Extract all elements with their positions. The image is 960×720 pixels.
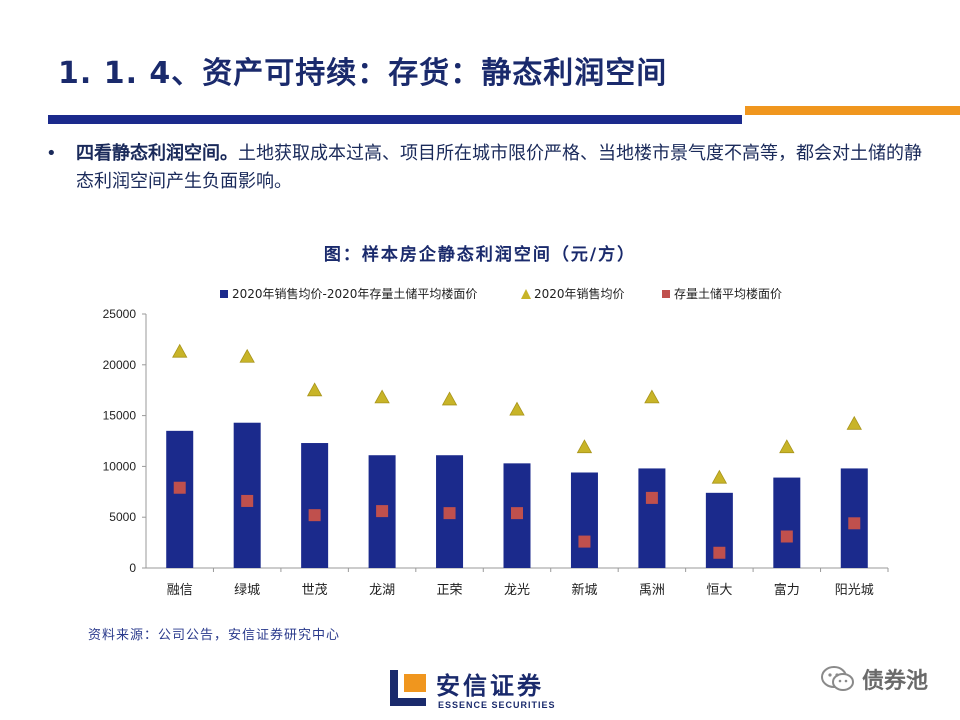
legend-label: 2020年销售均价 [534, 286, 625, 301]
triangle-point [239, 348, 255, 363]
blue-rule [48, 115, 742, 124]
chart: 0 5000 10000 15000 20000 25000 融信 绿城 世茂 龙湖 正荣 龙光 新城 禹… [103, 286, 889, 598]
bar [301, 443, 329, 568]
orange-rule [745, 106, 960, 115]
x-tick-label: 绿城 [234, 583, 260, 598]
x-tick-label: 富力 [774, 582, 800, 598]
bar [570, 472, 598, 568]
triangle-point [711, 469, 728, 484]
y-tick-label: 25000 [103, 307, 137, 321]
x-tick-label: 世茂 [302, 583, 328, 598]
triangle-point [779, 439, 795, 454]
page-title: 1. 1. 4、资产可持续：存货：静态利润空间 [58, 56, 668, 91]
bullet-body: 土地获取成本过高、项目所在城市限价严格、当地楼市景气度不高等，都会对土储的静态利… [76, 143, 922, 192]
square-point [308, 509, 321, 522]
legend-label: 存量土储平均楼面价 [674, 286, 782, 301]
bullet-text: 四看静态利润空间。土地获取成本过高、项目所在城市限价严格、当地楼市景气度不高等，… [76, 140, 936, 196]
watermark-text: 债券池 [862, 669, 929, 694]
square-point [376, 505, 389, 518]
logo-mark-icon [390, 670, 426, 706]
triangle-point [644, 389, 660, 404]
y-tick-label: 10000 [103, 459, 137, 473]
square-point [645, 491, 658, 504]
y-tick-label: 0 [129, 561, 136, 575]
triangle-point [374, 389, 390, 404]
square-point [511, 507, 523, 520]
square-point [780, 530, 793, 543]
square-point [173, 481, 186, 494]
square-point [578, 535, 591, 548]
x-tick-label: 新城 [571, 582, 597, 598]
x-tick-label: 融信 [167, 583, 193, 598]
logo-chinese: 安信证券 [436, 672, 544, 700]
x-tick-label: 正荣 [437, 583, 463, 598]
company-logo: 安信证券 ESSENCE SECURITIES [388, 664, 568, 716]
triangle-point [846, 415, 862, 430]
bar [773, 477, 801, 568]
bar [166, 430, 194, 568]
wechat-watermark: 债券池 [820, 662, 928, 696]
square-point [241, 494, 254, 507]
legend-bar-marker [220, 290, 228, 298]
logo-english: ESSENCE SECURITIES [438, 700, 556, 710]
bar [638, 468, 666, 568]
square-point [443, 507, 456, 520]
triangle-point [576, 439, 593, 454]
triangle-point [172, 343, 188, 358]
y-tick-label: 15000 [103, 409, 137, 423]
triangle-point [441, 391, 458, 406]
legend-triangle-marker [521, 289, 531, 299]
square-point [848, 517, 861, 530]
source-note: 资料来源：公司公告，安信证券研究中心 [88, 628, 341, 643]
legend-label: 2020年销售均价-2020年存量土储平均楼面价 [232, 286, 477, 301]
x-tick-label: 龙光 [504, 583, 530, 598]
x-tick-label: 阳光城 [835, 583, 874, 598]
triangle-point [509, 401, 525, 416]
x-tick-label: 龙湖 [369, 583, 395, 598]
y-tick-label: 5000 [109, 510, 136, 524]
legend-square-marker [662, 290, 670, 298]
bullet-paragraph: • 四看静态利润空间。土地获取成本过高、项目所在城市限价严格、当地楼市景气度不高… [46, 140, 936, 196]
x-tick-label: 恒大 [706, 583, 732, 598]
x-tick-label: 禹洲 [639, 583, 665, 598]
chart-title: 图：样本房企静态利润空间（元/方） [323, 245, 637, 265]
wechat-icon [821, 666, 854, 691]
y-tick-label: 20000 [103, 358, 137, 372]
triangle-point [306, 382, 323, 397]
bullet-marker: • [46, 143, 57, 164]
square-point [713, 546, 726, 559]
bullet-lead: 四看静态利润空间。 [76, 143, 238, 164]
